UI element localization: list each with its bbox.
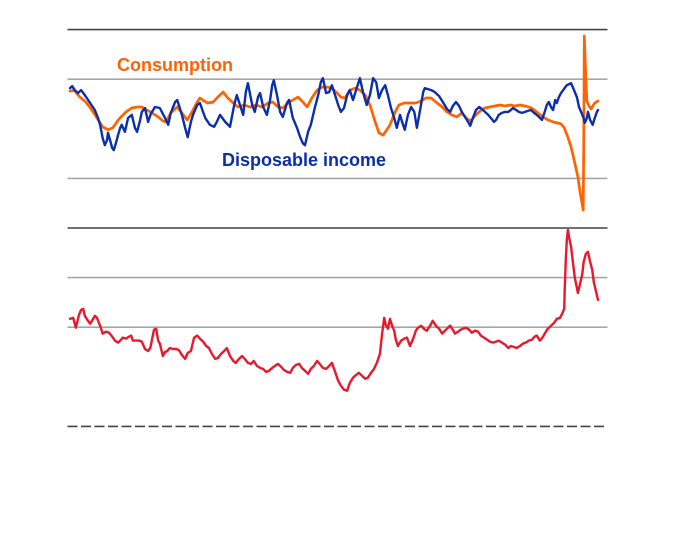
red-line [68, 228, 600, 392]
gridlines-group [67, 28, 608, 428]
consumption-label: Consumption [117, 55, 233, 75]
consumption-line [68, 34, 600, 212]
series-group [68, 34, 600, 392]
disposable-income-line [68, 76, 600, 152]
disposable-income-label: Disposable income [222, 150, 387, 170]
